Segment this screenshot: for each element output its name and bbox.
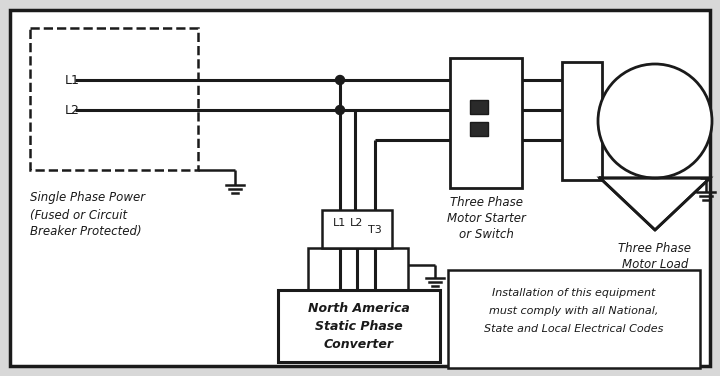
Bar [470,100,488,114]
Text: Single Phase Power: Single Phase Power [30,191,145,205]
Bar [308,248,408,290]
Text: Static Phase: Static Phase [315,320,403,332]
Text: L2: L2 [65,103,80,117]
Text: L1: L1 [65,73,80,86]
Text: T3: T3 [368,225,382,235]
Bar [562,62,602,180]
Text: Motor Load: Motor Load [622,259,688,271]
Bar [448,270,700,368]
Text: Converter: Converter [324,338,394,350]
Bar [322,210,392,248]
Bar [30,28,198,170]
Polygon shape [600,178,710,230]
Text: Three Phase: Three Phase [449,196,523,209]
Bar [450,58,522,188]
Text: or Switch: or Switch [459,227,513,241]
Text: L1: L1 [333,218,346,228]
Bar [278,290,440,362]
Text: Installation of this equipment: Installation of this equipment [492,288,656,298]
Text: Breaker Protected): Breaker Protected) [30,226,142,238]
Text: Motor Starter: Motor Starter [446,211,526,224]
Text: North America: North America [308,302,410,314]
Text: Three Phase: Three Phase [618,241,691,255]
Circle shape [336,106,344,115]
Circle shape [598,64,712,178]
Text: must comply with all National,: must comply with all National, [490,306,659,316]
Text: (Fused or Circuit: (Fused or Circuit [30,209,127,221]
Bar [470,122,488,136]
Circle shape [336,76,344,85]
Text: State and Local Electrical Codes: State and Local Electrical Codes [485,324,664,334]
Text: L2: L2 [351,218,364,228]
